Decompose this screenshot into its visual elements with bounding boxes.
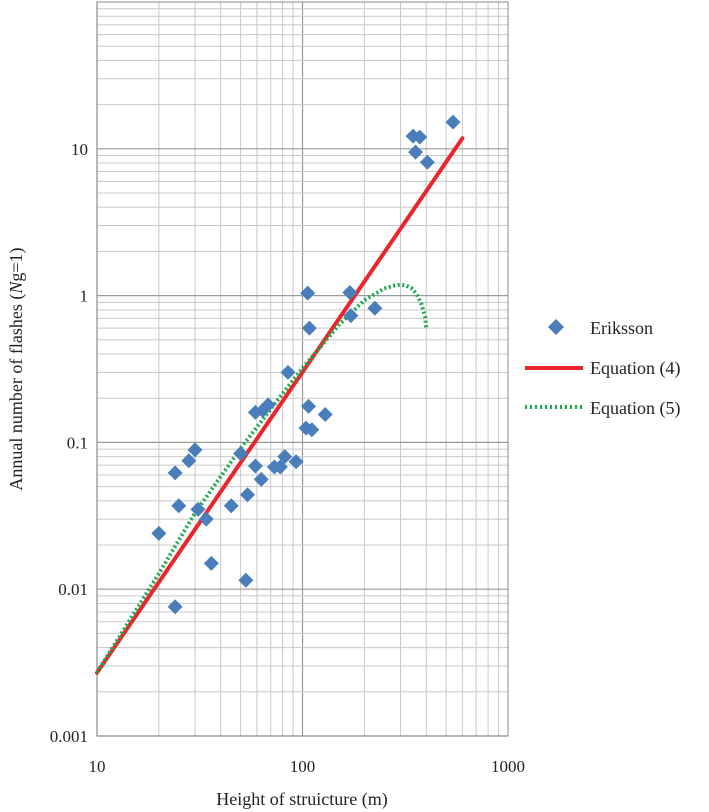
scatter-points: [151, 114, 461, 615]
legend-label: Equation (5): [590, 398, 680, 419]
legend-item-equation-4: Equation (4): [525, 358, 680, 379]
eriksson-point: [187, 442, 203, 458]
y-tick-labels: 0.001 0.01 0.1 1 10: [50, 140, 88, 746]
legend-item-equation-5: Equation (5): [525, 398, 680, 419]
series-lines: [95, 136, 465, 675]
eriksson-point: [238, 572, 254, 588]
x-tick-label: 10: [89, 757, 106, 776]
equation-5-line: [95, 282, 429, 674]
y-axis-title-suffix: g=1): [6, 247, 27, 281]
eriksson-point: [288, 454, 304, 470]
eriksson-point: [304, 422, 320, 438]
eriksson-point: [167, 465, 183, 481]
eriksson-point: [181, 453, 197, 469]
y-axis-title-italic: N: [6, 281, 26, 295]
legend: Eriksson Equation (4) Equation (5): [525, 318, 680, 419]
legend-item-eriksson: Eriksson: [548, 318, 653, 338]
eriksson-point: [419, 154, 435, 170]
eriksson-point: [190, 501, 206, 517]
eriksson-point: [343, 308, 359, 324]
eriksson-point: [233, 446, 249, 462]
eriksson-point: [280, 364, 296, 380]
eriksson-point: [277, 449, 293, 465]
eriksson-point: [240, 487, 256, 503]
eriksson-point: [412, 129, 428, 145]
legend-label: Equation (4): [590, 358, 680, 379]
equation-4-line: [95, 136, 465, 675]
grid: [96, 2, 508, 737]
x-tick-label: 100: [290, 757, 316, 776]
eriksson-point: [167, 599, 183, 615]
eriksson-point: [408, 144, 424, 160]
x-axis-title: Height of struicture (m): [216, 789, 387, 810]
y-tick-label: 0.1: [67, 433, 88, 452]
y-tick-label: 0.01: [58, 580, 88, 599]
y-axis-title: Annual number of flashes (Ng=1): [6, 247, 27, 490]
x-tick-labels: 10 100 1000: [89, 757, 526, 776]
eriksson-point: [317, 406, 333, 422]
legend-marker-diamond-icon: [548, 319, 564, 335]
legend-label: Eriksson: [590, 318, 653, 338]
eriksson-point: [198, 511, 214, 527]
eriksson-point: [260, 397, 276, 413]
eriksson-point: [247, 458, 263, 474]
eriksson-point: [253, 471, 269, 487]
eriksson-point: [342, 284, 358, 300]
eriksson-point: [223, 498, 239, 514]
eriksson-point: [367, 300, 383, 316]
eriksson-point: [151, 525, 167, 541]
plot-frame: [96, 1, 509, 737]
eriksson-point: [203, 555, 219, 571]
y-tick-label: 10: [71, 140, 88, 159]
eriksson-point: [301, 398, 317, 414]
eriksson-point: [301, 320, 317, 336]
eriksson-point: [445, 114, 461, 130]
eriksson-point: [171, 498, 187, 514]
y-tick-label: 0.001: [50, 727, 88, 746]
y-axis-title-prefix: Annual number of flashes (: [6, 294, 27, 491]
x-tick-label: 1000: [491, 757, 525, 776]
y-tick-label: 1: [80, 287, 89, 306]
eriksson-point: [300, 285, 316, 301]
